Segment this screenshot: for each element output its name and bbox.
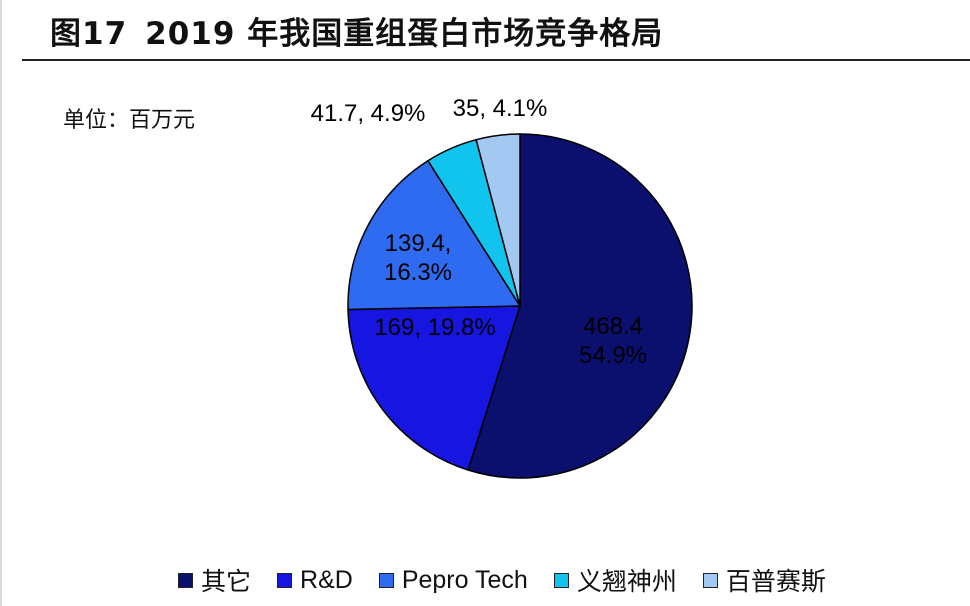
slice-label-4: 35, 4.1% [453,95,548,122]
figure-title: 图17 2019 年我国重组蛋白市场竞争格局 [50,8,663,53]
legend-item-4: 百普赛斯 [702,562,826,598]
legend-swatch [378,572,394,588]
pie-slice-0 [467,133,693,479]
slice-label-2: 139.4, 16.3% [384,230,452,286]
legend-label: 义翘神州 [576,568,677,596]
legend-label: 百普赛斯 [725,568,826,596]
legend-label: 其它 [201,568,252,596]
figure-title-text: 2019 年我国重组蛋白市场竞争格局 [145,16,664,52]
pie-slice-4 [475,133,521,307]
legend-swatch [702,572,718,588]
legend-swatch [553,572,569,588]
pie-slice-1 [347,305,522,471]
pie-slice-2 [347,159,522,311]
slice-label-0: 468.4 54.9% [579,313,647,369]
legend-label: Pepro Tech [401,565,528,594]
legend-item-3: 义翘神州 [553,562,677,598]
legend-label: R&D [300,565,353,594]
figure-number: 图17 [50,16,128,52]
left-border [0,0,2,606]
slice-label-3: 41.7, 4.9% [311,100,426,127]
legend-item-0: 其它 [178,562,251,598]
unit-label: 单位：百万元 [63,108,196,133]
slice-label-1: 169, 19.8% [374,314,495,341]
legend-swatch [178,572,193,588]
chart-legend: 其它 R&D Pepro Tech 义翘神州 百普赛斯 [178,562,852,598]
legend-swatch [277,572,293,588]
legend-item-2: Pepro Tech [378,565,528,595]
legend-item-1: R&D [277,566,353,595]
title-divider [22,59,970,61]
